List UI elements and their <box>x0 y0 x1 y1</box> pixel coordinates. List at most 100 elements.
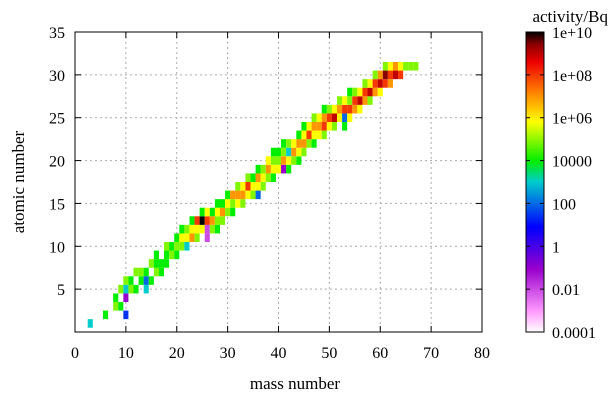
heatmap-cell <box>342 104 348 114</box>
heatmap-cell <box>245 182 251 191</box>
heatmap-cell <box>128 284 134 294</box>
heatmap-cell <box>357 96 363 105</box>
heatmap-cell <box>199 207 205 217</box>
heatmap-cell <box>321 130 327 140</box>
heatmap-cell <box>240 182 246 191</box>
heatmap-cell <box>352 87 358 97</box>
heatmap-cell <box>123 284 129 294</box>
x-tick-label: 50 <box>321 345 337 362</box>
x-tick-label: 80 <box>474 345 490 362</box>
heatmap-cell <box>347 96 353 105</box>
heatmap-cell <box>123 310 129 320</box>
heatmap-cell <box>230 190 236 200</box>
heatmap-cell <box>250 190 256 200</box>
heatmap-cell <box>250 173 256 182</box>
heatmap-cell <box>342 96 348 105</box>
heatmap-cell <box>342 113 348 122</box>
colorbar-tick-label: 1e+06 <box>552 111 592 128</box>
heatmap-cell <box>102 310 109 320</box>
heatmap-cell <box>321 122 327 131</box>
heatmap-cell <box>230 199 236 208</box>
heatmap-cell <box>331 122 338 131</box>
heatmap-cell <box>306 139 312 148</box>
heatmap-cell <box>367 96 373 105</box>
heatmap-cell <box>235 190 241 200</box>
heatmap-cell <box>331 104 338 114</box>
heatmap-cell <box>311 139 317 148</box>
x-tick-label: 20 <box>169 345 185 362</box>
heatmap-cell <box>382 62 388 71</box>
heatmap-cell <box>372 79 378 88</box>
heatmap-cell <box>270 147 276 157</box>
heatmap-cell <box>337 96 343 105</box>
y-tick-label: 30 <box>49 68 65 85</box>
heatmap-cell <box>153 250 159 260</box>
heatmap-cell <box>275 147 282 157</box>
heatmap-cell <box>164 259 170 268</box>
x-tick-label: 70 <box>423 345 439 362</box>
heatmap-cell <box>214 207 220 217</box>
heatmap-cell <box>331 113 338 122</box>
heatmap-cell <box>158 259 165 268</box>
heatmap-cell <box>296 156 302 165</box>
heatmap-cell <box>377 70 383 80</box>
heatmap-cell <box>179 242 185 251</box>
heatmap-cell <box>169 250 175 260</box>
colorbar-tick-label: 100 <box>552 196 576 213</box>
heatmap-cell <box>265 156 271 165</box>
y-tick-label: 5 <box>57 282 65 299</box>
heatmap-cell <box>179 224 185 234</box>
heatmap-cell <box>174 233 180 242</box>
heatmap-cell <box>326 104 332 114</box>
heatmap-cell <box>225 207 231 217</box>
heatmap-cell <box>311 113 317 122</box>
heatmap-cell <box>281 164 287 174</box>
heatmap-cell <box>219 216 226 225</box>
heatmap-cell <box>281 147 287 157</box>
heatmap-cell <box>387 70 393 80</box>
colorbar-tick-label: 1e+08 <box>552 68 592 85</box>
heatmap-cell <box>235 182 241 191</box>
heatmap-cell <box>387 79 393 88</box>
heatmap-cell <box>214 216 220 225</box>
heatmap-cell <box>260 173 266 182</box>
heatmap-cell <box>265 164 271 174</box>
x-axis-label: mass number <box>250 374 341 393</box>
heatmap-cell <box>281 139 287 148</box>
heatmap-cell <box>326 113 332 122</box>
heatmap-cell <box>347 87 353 97</box>
heatmap-cell <box>291 147 297 157</box>
heatmap-cell <box>214 199 220 208</box>
colorbar-tick-label: 1e+10 <box>552 25 592 42</box>
heatmap-cell <box>286 156 292 165</box>
heatmap-cell <box>306 130 312 140</box>
heatmap-cell <box>133 267 139 277</box>
heatmap-cell <box>148 276 154 285</box>
heatmap-cell <box>281 156 287 165</box>
heatmap-cell <box>270 156 276 165</box>
heatmap-cell <box>326 122 332 131</box>
heatmap-cell <box>321 104 327 114</box>
heatmap-cell <box>113 293 119 302</box>
heatmap-cell <box>189 233 195 242</box>
y-tick-label: 10 <box>49 239 65 256</box>
heatmap-cell <box>255 190 261 200</box>
heatmap-cell <box>296 130 302 140</box>
heatmap-cell <box>184 224 190 234</box>
y-axis-label: atomic number <box>9 130 28 233</box>
heatmap-cell <box>174 242 180 251</box>
heatmap-cell <box>286 164 292 174</box>
heatmap-cell <box>352 104 358 114</box>
heatmap-cell <box>377 87 383 97</box>
heatmap-cell <box>255 182 261 191</box>
heatmap-cell <box>296 139 302 148</box>
heatmap-cell <box>321 113 327 122</box>
heatmap-cell <box>184 233 190 242</box>
heatmap-cell <box>169 242 175 251</box>
colorbar-tick-label: 0.0001 <box>552 325 596 342</box>
heatmap-cell <box>301 122 307 131</box>
colorbar-ticks: 1e+10 1e+08 1e+06 10000 100 1 0.01 0.0001 <box>526 25 596 342</box>
heatmap-cell <box>352 96 358 105</box>
heatmap-cell <box>240 199 246 208</box>
y-tick-label: 25 <box>49 111 65 128</box>
